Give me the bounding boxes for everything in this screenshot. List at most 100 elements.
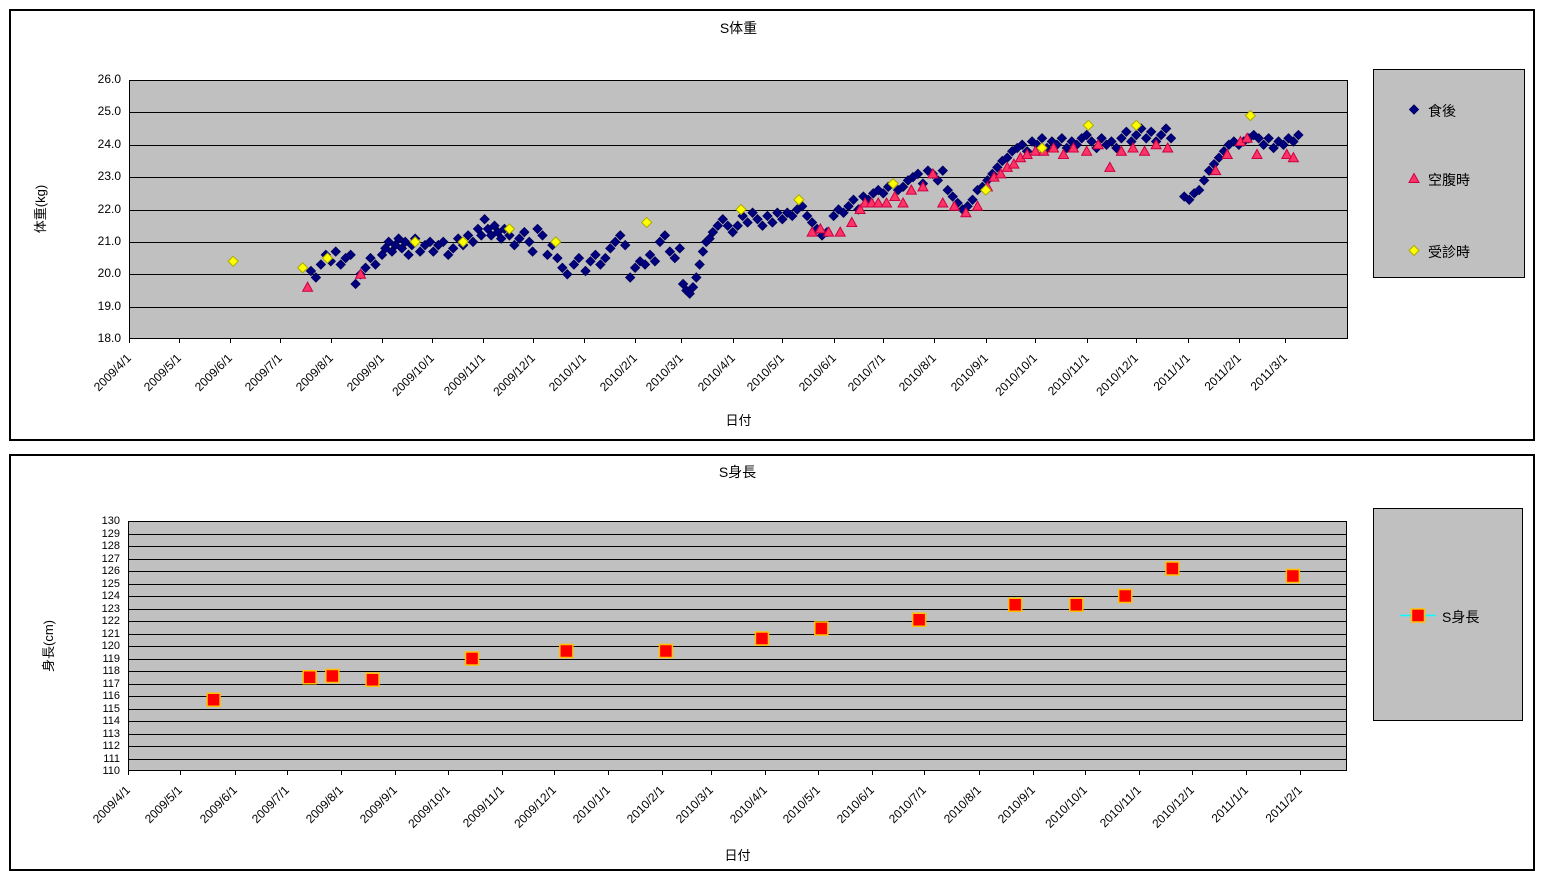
data-point: [1016, 139, 1028, 150]
data-point: [1029, 145, 1042, 156]
data-point: [486, 230, 497, 241]
y-tick-label: 113: [102, 727, 120, 740]
legend-item-fasting: 空腹時: [1406, 170, 1470, 190]
y-tick-label: 117: [102, 677, 120, 690]
data-point: [1184, 194, 1195, 205]
x-tick-mark: [924, 771, 925, 775]
data-point: [1096, 133, 1107, 144]
data-point: [697, 246, 709, 257]
data-point: [1117, 588, 1133, 604]
data-point: [897, 196, 909, 208]
data-point: [684, 288, 695, 299]
x-tick-mark: [818, 771, 819, 775]
y-tick-label: 120: [101, 640, 120, 652]
data-point: [992, 162, 1003, 173]
legend-label-fasting: 空腹時: [1428, 172, 1470, 188]
x-tick-mark: [635, 339, 636, 343]
height-plot-area[interactable]: [128, 521, 1347, 771]
weight-x-axis-title: 日付: [725, 413, 752, 428]
x-tick-mark: [432, 339, 433, 343]
data-point: [742, 217, 753, 228]
y-tick-label: 122: [101, 615, 120, 627]
data-point: [580, 265, 591, 277]
x-tick-mark: [1139, 771, 1140, 775]
x-tick-mark: [287, 771, 288, 775]
data-point: [1161, 141, 1174, 153]
data-point: [383, 236, 394, 248]
data-point: [917, 180, 929, 192]
data-point: [828, 210, 839, 222]
data-point: [1155, 129, 1167, 141]
data-point: [1258, 139, 1269, 150]
data-point: [937, 165, 948, 176]
data-point: [822, 226, 835, 237]
data-point: [905, 184, 918, 195]
weight-plot-area[interactable]: [129, 80, 1348, 339]
x-tick-mark: [584, 339, 585, 343]
data-point: [1131, 129, 1142, 141]
data-point: [687, 281, 699, 293]
x-tick-mark: [179, 339, 180, 343]
data-point: [669, 252, 681, 264]
data-point: [1067, 141, 1080, 153]
y-tick-label: 127: [101, 552, 120, 565]
data-point: [704, 233, 715, 244]
data-point: [365, 252, 376, 264]
x-tick-mark: [554, 771, 555, 775]
plot-canvas: [128, 521, 1347, 771]
legend-label-checkup: 受診時: [1428, 244, 1470, 260]
x-tick-mark: [395, 771, 396, 775]
data-point: [1287, 151, 1300, 163]
data-point: [1092, 138, 1105, 150]
legend-item-after-meal: 食後: [1406, 101, 1456, 121]
data-point: [393, 233, 404, 244]
data-point: [585, 256, 596, 267]
data-point: [967, 194, 978, 205]
data-point: [806, 226, 818, 237]
data-point: [801, 210, 813, 222]
data-point: [524, 236, 535, 248]
y-tick-label: 26.0: [97, 72, 121, 86]
data-point: [762, 210, 773, 222]
x-tick-mark: [662, 771, 663, 775]
data-point: [654, 236, 666, 248]
data-point: [476, 230, 487, 241]
x-tick-mark: [180, 771, 181, 775]
data-point: [301, 281, 314, 292]
x-tick-mark: [834, 339, 835, 343]
x-tick-mark: [1285, 339, 1286, 343]
height-chart-title: S身長: [718, 464, 757, 480]
data-point: [658, 643, 674, 659]
data-point: [1115, 145, 1128, 156]
x-tick-mark: [1033, 771, 1034, 775]
data-point: [767, 217, 778, 228]
data-point: [845, 216, 858, 227]
data-point: [834, 226, 847, 237]
data-point: [354, 268, 367, 279]
data-point: [1008, 158, 1020, 169]
data-point: [464, 651, 480, 666]
data-point: [1198, 175, 1210, 186]
data-point: [1080, 145, 1093, 156]
data-point: [514, 233, 525, 244]
data-point: [624, 272, 636, 283]
data-point: [757, 220, 768, 231]
data-point: [495, 233, 507, 244]
data-point: [438, 236, 449, 248]
height-legend[interactable]: S身長: [1373, 508, 1523, 721]
data-point: [694, 259, 705, 270]
weight-legend[interactable]: 食後 空腹時 受診時: [1373, 69, 1525, 278]
y-tick-label: 123: [101, 602, 120, 615]
data-point: [409, 236, 421, 248]
data-point: [1021, 148, 1033, 159]
height-y-axis-title: 身長(cm): [41, 620, 56, 672]
data-point: [315, 259, 327, 270]
data-point: [503, 223, 516, 235]
data-point: [980, 184, 992, 196]
data-point: [1241, 132, 1253, 143]
data-point: [1007, 597, 1023, 612]
data-point: [573, 252, 585, 264]
data-point: [1036, 142, 1048, 154]
y-tick-label: 24.0: [97, 136, 121, 151]
